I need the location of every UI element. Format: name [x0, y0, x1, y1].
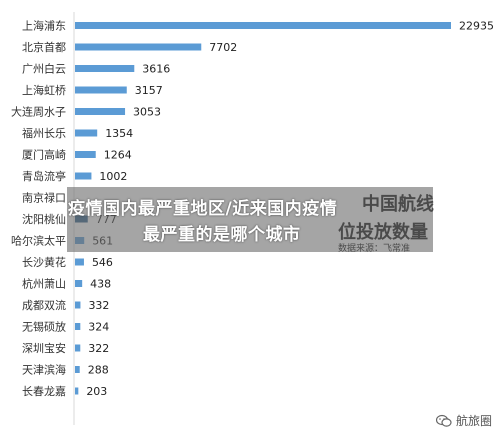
value-label: 1264 [104, 149, 132, 162]
bar [75, 43, 202, 51]
watermark-text: 航旅圈 [455, 414, 492, 428]
value-label: 203 [86, 385, 107, 398]
value-label: 3616 [142, 63, 170, 76]
category-label: 长春龙嘉 [22, 384, 66, 398]
category-label: 上海浦东 [22, 19, 66, 33]
bar [75, 280, 83, 287]
category-label: 长沙黄花 [22, 255, 66, 269]
headline-overlay [67, 187, 433, 252]
value-label: 324 [88, 321, 109, 334]
category-label: 杭州萧山 [22, 277, 66, 291]
value-label: 322 [88, 342, 109, 355]
value-label: 438 [90, 278, 111, 291]
category-label: 南京禄口 [22, 191, 66, 205]
watermark: 航旅圈 [435, 412, 492, 429]
category-label: 成都双流 [22, 298, 66, 312]
category-label: 无锡硕放 [22, 320, 66, 334]
value-label: 1002 [99, 170, 127, 183]
background-title-line1: 中国航线 [362, 194, 434, 215]
bar [75, 344, 81, 352]
category-label: 天津滨海 [22, 363, 66, 377]
headline-line1: 疫情国内最严重地区/近来国内疫情 [68, 199, 338, 219]
bar [75, 387, 79, 395]
value-label: 1354 [105, 127, 133, 140]
category-label: 沈阳桃仙 [22, 212, 66, 226]
bar [75, 323, 81, 330]
background-source: 数据来源：飞常准 [338, 244, 411, 254]
category-label: 哈尔滨太平 [11, 234, 66, 248]
bar [75, 258, 84, 266]
value-label: 332 [88, 299, 109, 312]
headline-line2: 最严重的是哪个城市 [143, 225, 301, 245]
category-label: 上海虹桥 [22, 83, 66, 97]
bar [75, 366, 80, 373]
background-title-line2: 位投放数量 [338, 222, 428, 243]
value-label: 3053 [133, 106, 161, 119]
bar [75, 301, 81, 309]
bar [75, 108, 126, 115]
bar [75, 151, 96, 158]
category-label: 广州白云 [22, 62, 66, 76]
category-label: 深圳宝安 [22, 341, 66, 355]
bar [75, 22, 451, 29]
value-label: 7702 [209, 41, 237, 54]
value-label: 22935 [459, 20, 494, 33]
bar [75, 172, 92, 180]
bar [75, 129, 98, 137]
category-label: 福州长乐 [22, 126, 66, 140]
wechat-icon [435, 414, 452, 428]
category-label: 大连周水子 [11, 105, 66, 119]
bar [75, 65, 135, 72]
bar [75, 86, 127, 94]
value-label: 288 [88, 364, 109, 377]
category-label: 青岛流亭 [22, 169, 66, 183]
value-label: 546 [92, 256, 113, 269]
category-label: 厦门高崎 [22, 148, 66, 162]
category-label: 北京首都 [22, 40, 66, 54]
value-label: 3157 [135, 84, 163, 97]
